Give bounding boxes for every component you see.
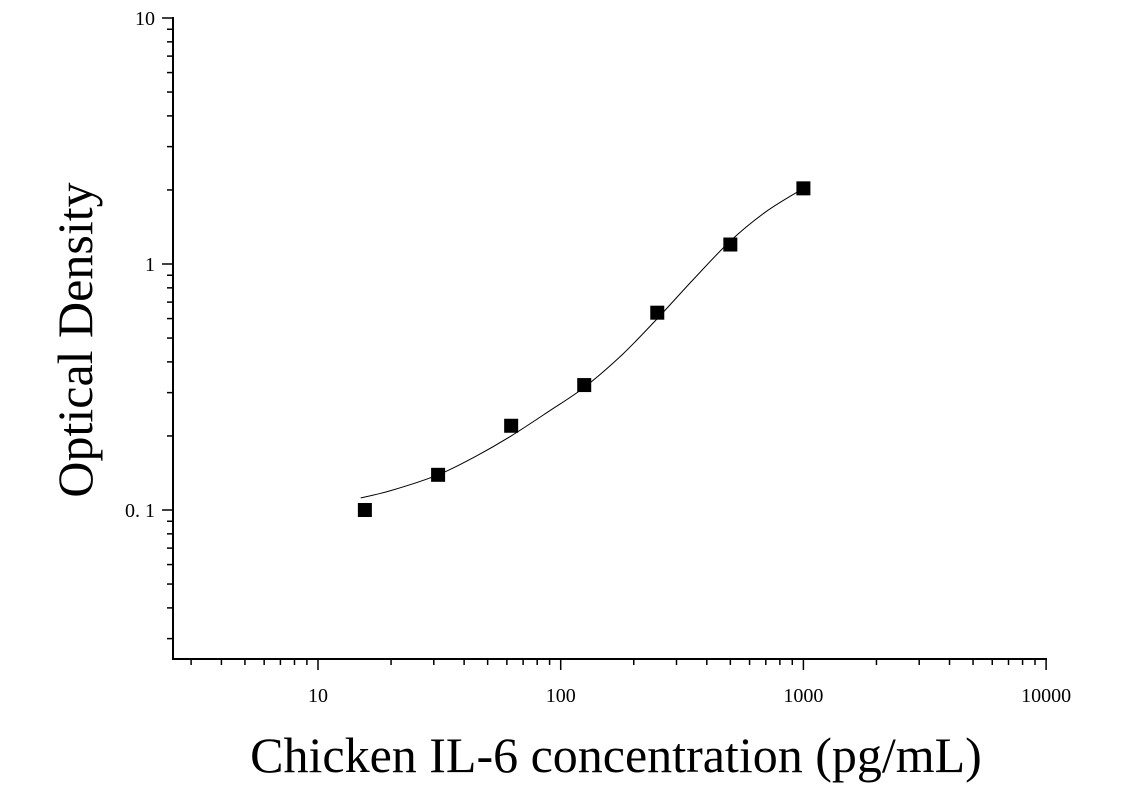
y-tick-label: 1 bbox=[145, 254, 155, 276]
y-tick-label: 10 bbox=[135, 8, 155, 30]
data-point bbox=[577, 378, 592, 393]
data-point bbox=[431, 467, 446, 482]
tick-labels: 10 100 1000 10000 0. 1 1 10 bbox=[125, 8, 1071, 707]
x-tick-label: 1000 bbox=[783, 685, 823, 707]
data-point bbox=[650, 305, 665, 320]
x-tick-label: 10000 bbox=[1021, 685, 1071, 707]
x-tick-label: 100 bbox=[546, 685, 576, 707]
data-points bbox=[357, 181, 811, 517]
y-tick-label: 0. 1 bbox=[125, 500, 155, 522]
y-axis-title: Optical Density bbox=[47, 182, 103, 497]
data-point bbox=[357, 503, 372, 517]
x-axis-title: Chicken IL-6 concentration (pg/mL) bbox=[250, 727, 982, 783]
major-ticks bbox=[162, 17, 1047, 670]
fit-curve bbox=[360, 187, 804, 499]
data-point bbox=[723, 237, 738, 252]
data-point bbox=[796, 181, 811, 196]
data-point bbox=[504, 418, 519, 433]
minor-ticks bbox=[167, 28, 1036, 665]
x-tick-label: 10 bbox=[308, 685, 328, 707]
